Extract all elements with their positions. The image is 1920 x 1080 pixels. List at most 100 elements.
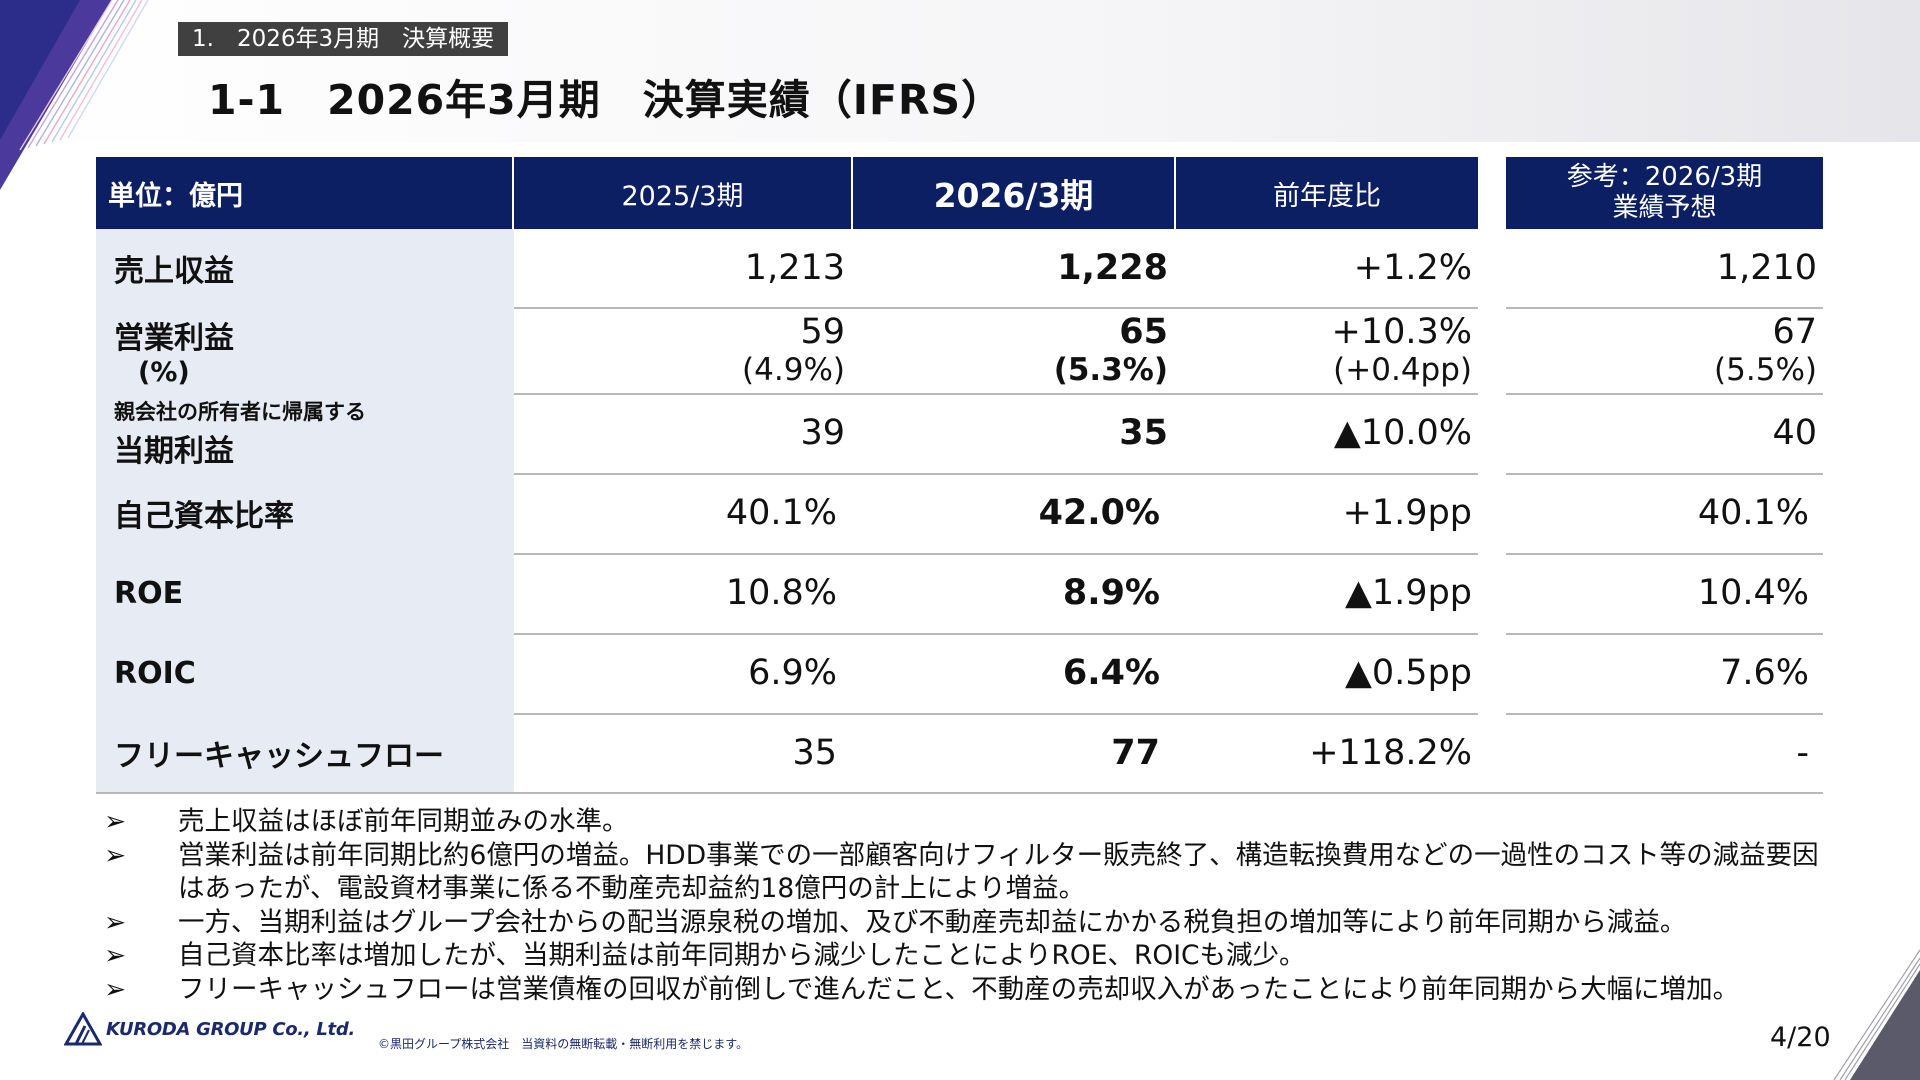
row-divider — [514, 393, 1478, 395]
bullet-text: 自己資本比率は増加したが、当期利益は前年同期から減少したことによりROE、ROI… — [178, 940, 1306, 971]
row-divider — [514, 307, 1478, 309]
row-divider — [1506, 633, 1823, 635]
table-row: ROE 10.8% 8.9% ▲1.9pp 10.4% — [96, 553, 1823, 633]
row-divider — [514, 473, 1478, 475]
row-label: 親会社の所有者に帰属する 当期利益 — [96, 393, 514, 473]
value-curr: 8.9% — [853, 553, 1174, 633]
value-yoy: ▲0.5pp — [1176, 633, 1478, 713]
value-curr-text: 65 — [1119, 312, 1168, 352]
list-item: ➢ 一方、当期利益はグループ会社からの配当源泉税の増加、及び不動産売却益にかかる税… — [102, 906, 1842, 940]
row-label-text: 自己資本比率 — [114, 499, 294, 534]
bullet-text: 営業利益は前年同期比約6億円の増益。HDD事業での一部顧客向けフィルター販売終了… — [178, 839, 1819, 905]
value-prev: 59 (4.9%) — [514, 307, 851, 393]
header-prev: 2025/3期 — [514, 157, 851, 229]
table-row: 営業利益 (%) 59 (4.9%) 65 (5.3%) +10.3% (+0.… — [96, 307, 1823, 393]
header-ref-line2: 業績予想 — [1612, 193, 1717, 223]
value-yoy: ▲1.9pp — [1176, 553, 1478, 633]
table-row: 売上収益 1,213 1,228 +1.2% 1,210 — [96, 229, 1823, 307]
logo-text: KURODA GROUP Co., Ltd. — [106, 1018, 355, 1040]
corner-decoration — [0, 0, 149, 190]
row-label: ROIC — [96, 633, 514, 713]
value-curr: 77 — [853, 713, 1174, 793]
value-prev-sub: (4.9%) — [742, 352, 845, 388]
table-row: 自己資本比率 40.1% 42.0% +1.9pp 40.1% — [96, 473, 1823, 553]
value-yoy-text: ▲0.5pp — [1344, 653, 1472, 693]
value-prev: 39 — [514, 393, 851, 473]
value-prev: 6.9% — [514, 633, 851, 713]
value-ref: 1,210 — [1506, 229, 1823, 307]
value-curr-text: 1,228 — [1057, 248, 1168, 288]
row-label: 営業利益 (%) — [96, 307, 514, 393]
value-curr-text: 42.0% — [1038, 493, 1160, 533]
row-label: ROE — [96, 553, 514, 633]
value-curr: 1,228 — [853, 229, 1174, 307]
value-ref-text: 7.6% — [1720, 653, 1809, 693]
row-label-text: ROE — [114, 575, 184, 611]
value-yoy: +1.2% — [1176, 229, 1478, 307]
value-ref-text: 10.4% — [1697, 573, 1809, 613]
value-prev: 1,213 — [514, 229, 851, 307]
kuroda-logo-icon — [64, 1012, 102, 1046]
list-item: ➢ フリーキャッシュフローは営業債権の回収が前倒しで進んだこと、不動産の売却収入が… — [102, 973, 1842, 1007]
value-yoy-text: +1.2% — [1353, 248, 1472, 288]
value-curr-text: 77 — [1111, 733, 1160, 773]
row-label-text: フリーキャッシュフロー — [114, 739, 444, 774]
list-item: ➢ 営業利益は前年同期比約6億円の増益。HDD事業での一部顧客向けフィルター販売終… — [102, 839, 1842, 906]
row-label-small: 親会社の所有者に帰属する — [114, 400, 366, 424]
table-row: 親会社の所有者に帰属する 当期利益 39 35 ▲10.0% 40 — [96, 393, 1823, 473]
value-prev: 10.8% — [514, 553, 851, 633]
value-yoy-sub: (+0.4pp) — [1333, 352, 1472, 388]
value-prev-text: 35 — [792, 733, 837, 773]
row-label-text: ROIC — [114, 655, 196, 691]
row-label-sub: (%) — [138, 356, 190, 388]
bullet-arrow-icon: ➢ — [104, 806, 127, 837]
row-label-text: 売上収益 — [114, 254, 234, 289]
value-prev: 35 — [514, 713, 851, 793]
value-ref-text: 40.1% — [1697, 493, 1809, 533]
value-yoy-text: +1.9pp — [1342, 493, 1472, 533]
list-item: ➢ 売上収益はほぼ前年同期並みの水準。 — [102, 805, 1842, 839]
bullet-arrow-icon: ➢ — [104, 839, 127, 871]
bullet-text: 売上収益はほぼ前年同期並みの水準。 — [178, 806, 629, 837]
row-label-text: 営業利益 — [114, 320, 234, 356]
table-row: フリーキャッシュフロー 35 77 +118.2% - — [96, 713, 1823, 793]
header-ref: 参考：2026/3期 業績予想 — [1506, 157, 1823, 229]
value-ref-text: 40 — [1772, 413, 1817, 453]
row-divider — [1506, 307, 1823, 309]
page-number: 4/20 — [1770, 1022, 1831, 1053]
value-prev-text: 59 — [800, 312, 845, 352]
value-ref: 10.4% — [1506, 553, 1823, 633]
value-curr-text: 35 — [1119, 413, 1168, 453]
value-yoy: +10.3% (+0.4pp) — [1176, 307, 1478, 393]
table-bottom-border — [96, 792, 1823, 794]
row-divider — [514, 633, 1478, 635]
header-unit: 単位：億円 — [96, 157, 512, 229]
value-curr: 35 — [853, 393, 1174, 473]
page-title: 1-1 2026年3月期 決算実績（IFRS） — [208, 76, 1004, 124]
header-ref-line1: 参考：2026/3期 — [1566, 162, 1763, 192]
value-yoy-text: +10.3% — [1331, 312, 1472, 352]
bullet-arrow-icon: ➢ — [104, 906, 127, 938]
row-divider — [514, 553, 1478, 555]
row-label: 売上収益 — [96, 229, 514, 307]
bullet-text: フリーキャッシュフローは営業債権の回収が前倒しで進んだこと、不動産の売却収入があ… — [178, 973, 1740, 1005]
copyright-notice: ©黒田グループ株式会社 当資料の無断転載・無断利用を禁じます。 — [378, 1037, 749, 1051]
value-curr-text: 6.4% — [1062, 653, 1160, 693]
value-yoy-text: ▲1.9pp — [1344, 573, 1472, 613]
value-curr: 65 (5.3%) — [853, 307, 1174, 393]
value-prev-text: 40.1% — [725, 493, 837, 533]
bullet-arrow-icon: ➢ — [104, 940, 127, 971]
value-ref: 67 (5.5%) — [1506, 307, 1823, 393]
row-label: フリーキャッシュフロー — [96, 713, 514, 793]
value-yoy-text: +118.2% — [1309, 733, 1472, 773]
value-ref-text: 67 — [1772, 312, 1817, 352]
value-ref: 7.6% — [1506, 633, 1823, 713]
value-ref: 40.1% — [1506, 473, 1823, 553]
value-ref-text: - — [1796, 733, 1809, 773]
section-tag: 1. 2026年3月期 決算概要 — [178, 22, 509, 56]
value-ref: - — [1506, 713, 1823, 793]
value-curr-sub: (5.3%) — [1053, 352, 1168, 388]
value-yoy-text: ▲10.0% — [1333, 413, 1472, 453]
value-prev: 40.1% — [514, 473, 851, 553]
row-divider — [514, 713, 1478, 715]
